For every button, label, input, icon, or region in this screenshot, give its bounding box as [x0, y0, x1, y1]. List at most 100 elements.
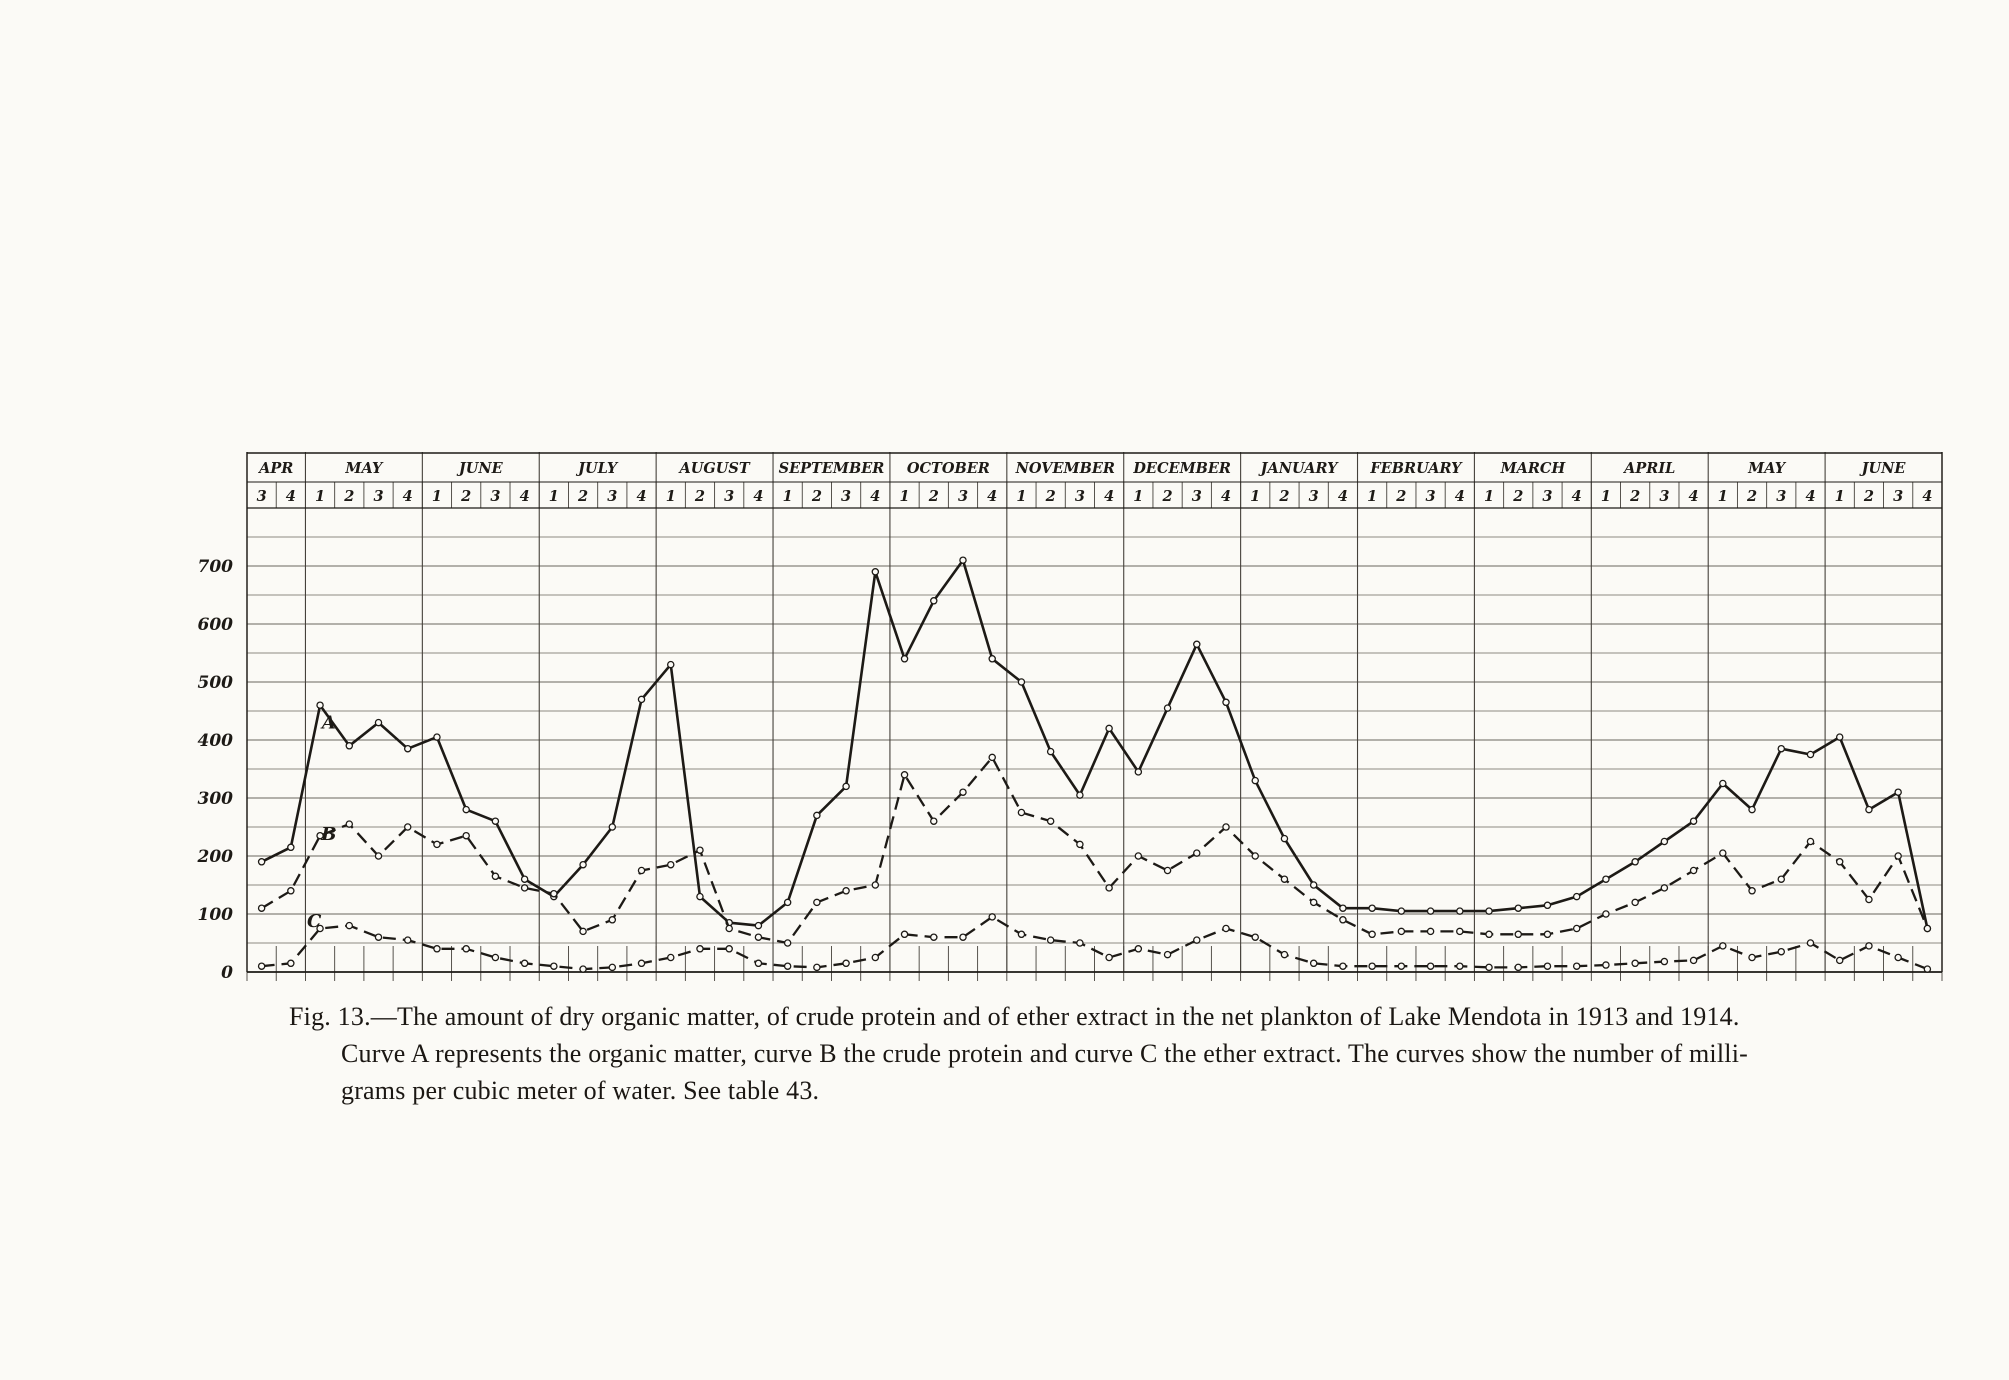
data-point-C [1485, 963, 1493, 972]
data-point-C [1660, 957, 1669, 966]
curve-label-A: A [320, 712, 336, 733]
data-point-B [842, 887, 850, 895]
y-tick-label: 200 [197, 847, 234, 867]
data-point-B [1397, 927, 1406, 936]
month-label: MAY [344, 460, 384, 477]
data-point-B [1514, 930, 1523, 939]
y-tick-label: 600 [198, 615, 234, 635]
data-point-A [1309, 881, 1318, 889]
data-point-B [1894, 852, 1902, 860]
data-point-A [871, 568, 880, 576]
y-tick-label: 700 [198, 557, 234, 577]
data-point-B [813, 898, 821, 907]
week-label: 2 [1278, 488, 1289, 505]
data-point-C [608, 963, 617, 972]
data-point-B [1923, 924, 1932, 933]
data-point-A [1076, 791, 1084, 799]
data-point-A [579, 860, 587, 869]
data-point-C [1222, 924, 1230, 933]
week-label: 4 [1338, 488, 1348, 505]
curve-letter-labels: A B C [307, 712, 336, 931]
data-point-A [1397, 907, 1406, 915]
data-point-C [1572, 962, 1581, 970]
data-point-B [1426, 927, 1435, 936]
data-point-A [520, 875, 529, 883]
data-point-B [930, 817, 938, 825]
data-point-C [1835, 956, 1844, 965]
week-label: 3 [958, 488, 968, 505]
data-point-B [754, 933, 763, 941]
data-point-C [959, 933, 967, 941]
data-point-B [1222, 823, 1230, 831]
data-point-A [1485, 907, 1493, 915]
data-point-A [1193, 640, 1201, 649]
week-label: 3 [1075, 488, 1085, 505]
data-point-A [1222, 698, 1230, 707]
curve-label-B: B [320, 824, 336, 845]
data-point-B [579, 927, 587, 936]
data-point-C [1543, 962, 1552, 970]
data-point-B [1251, 852, 1259, 860]
week-label: 2 [343, 488, 354, 505]
data-point-B [1777, 875, 1786, 883]
data-point-A [1134, 768, 1143, 776]
week-label: 1 [1016, 488, 1026, 505]
data-point-C [1923, 965, 1932, 973]
data-point-A [1017, 678, 1026, 686]
series-B-line [261, 756, 1929, 945]
data-point-B [491, 872, 500, 881]
week-label: 1 [1484, 488, 1494, 505]
data-point-C [550, 962, 558, 970]
week-label: 4 [753, 488, 763, 505]
data-point-B [1865, 895, 1873, 904]
data-point-A [316, 701, 324, 709]
data-point-C [287, 959, 295, 968]
month-label: SEPTEMBER [779, 460, 885, 477]
data-point-C [725, 945, 733, 953]
week-label: 4 [1104, 488, 1114, 505]
data-point-C [1456, 962, 1464, 970]
data-point-B [696, 846, 704, 854]
series-A-points [257, 556, 1932, 933]
data-point-C [1894, 953, 1902, 962]
data-point-A [666, 660, 675, 669]
y-tick-label: 0 [221, 963, 233, 983]
data-point-C [900, 930, 909, 939]
data-point-C [579, 965, 587, 973]
week-label: 3 [1776, 488, 1786, 505]
data-point-B [520, 884, 529, 892]
series-C-line [261, 915, 1928, 971]
data-point-A [287, 843, 295, 852]
week-label: 1 [783, 488, 793, 505]
data-point-A [608, 823, 617, 831]
data-point-A [1280, 834, 1289, 843]
series-C-points [257, 913, 1932, 973]
data-point-B [1835, 858, 1844, 866]
data-point-C [871, 953, 880, 962]
data-point-C [520, 959, 529, 968]
data-point-A [257, 858, 266, 866]
data-point-A [1543, 901, 1552, 910]
data-point-A [491, 817, 500, 825]
data-point-C [783, 962, 792, 970]
chart-frame [246, 452, 1943, 973]
month-label: JULY [575, 460, 619, 477]
month-label: JUNE [456, 460, 504, 477]
data-point-C [666, 953, 675, 962]
figure-caption: Fig. 13.—The amount of dry organic matte… [289, 998, 1889, 1109]
week-label: 4 [1221, 488, 1231, 505]
data-point-C [1631, 959, 1639, 968]
data-point-B [1046, 817, 1055, 825]
month-label: OCTOBER [907, 460, 990, 477]
week-label: 4 [520, 488, 530, 505]
week-label: 3 [1659, 488, 1669, 505]
data-point-C [842, 959, 850, 968]
data-point-C [1309, 959, 1318, 968]
data-point-C [988, 913, 996, 921]
data-point-C [403, 936, 412, 944]
month-labels: APR MAY JUNE JULY AUGUST SEPTEMBER OCTOBER NOVE… [257, 460, 1906, 477]
data-point-A [1719, 779, 1727, 788]
week-label: 4 [987, 488, 997, 505]
week-label: 3 [257, 488, 267, 505]
